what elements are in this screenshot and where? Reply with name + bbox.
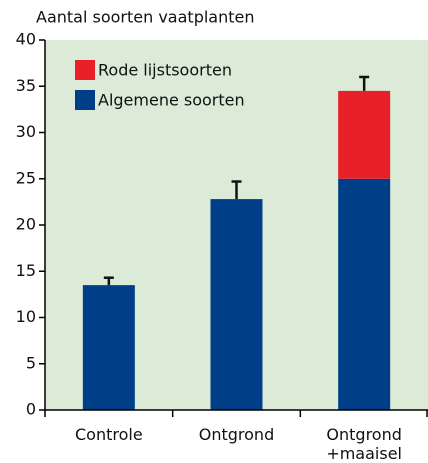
x-tick-label: Controle xyxy=(74,425,143,444)
error-bar xyxy=(103,276,114,286)
y-tick-label: 35 xyxy=(16,76,36,95)
bar xyxy=(338,90,391,179)
legend-swatch xyxy=(75,90,95,110)
bar xyxy=(210,199,263,410)
legend-label: Algemene soorten xyxy=(98,91,245,110)
bar xyxy=(338,178,391,410)
y-tick-label: 30 xyxy=(16,122,36,141)
x-tick-label: Ontgrond xyxy=(198,425,275,444)
y-axis-label: Aantal soorten vaatplanten xyxy=(36,8,255,27)
x-tick-label: Ontgrond +maaisel xyxy=(326,425,402,463)
y-tick-label: 0 xyxy=(26,400,36,419)
y-tick-label: 20 xyxy=(16,215,36,234)
bar xyxy=(82,285,135,410)
legend-swatch xyxy=(75,60,95,80)
y-tick-label: 40 xyxy=(16,30,36,49)
error-bar xyxy=(231,180,242,200)
y-tick-label: 5 xyxy=(26,353,36,372)
error-bar xyxy=(359,75,370,91)
y-tick-label: 15 xyxy=(16,261,36,280)
y-tick-label: 25 xyxy=(16,168,36,187)
legend-label: Rode lijstsoorten xyxy=(98,61,232,80)
y-tick-label: 10 xyxy=(16,307,36,326)
